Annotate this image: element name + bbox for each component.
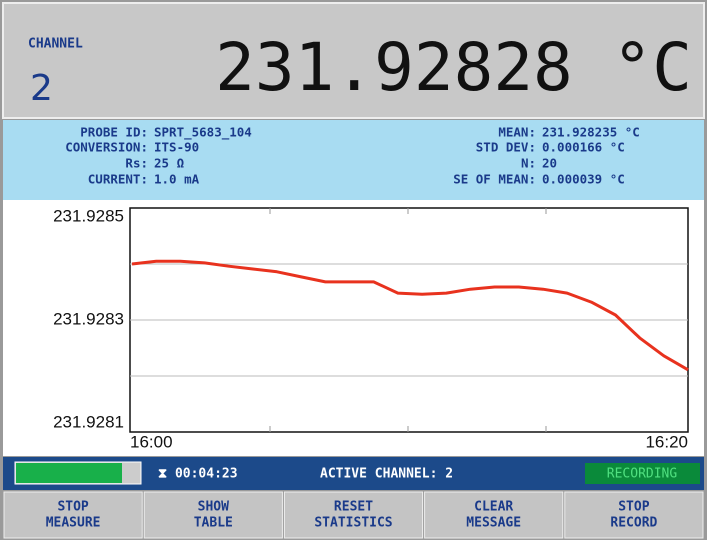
- button-label[interactable]: RECORD: [610, 516, 657, 531]
- info-panel: [3, 120, 704, 200]
- button-label[interactable]: RESET: [334, 500, 373, 515]
- reading: 231.92828 °C: [215, 29, 692, 106]
- button-label[interactable]: MEASURE: [46, 516, 101, 531]
- info-label: N:: [521, 156, 536, 171]
- button-label[interactable]: TABLE: [194, 516, 233, 531]
- button-label: MESSAGE: [466, 516, 521, 531]
- x-tick-label: 16:00: [130, 432, 173, 451]
- button-label[interactable]: STOP: [618, 500, 649, 515]
- info-label: MEAN:: [498, 125, 536, 140]
- button-label: CLEAR: [474, 500, 513, 515]
- data-line: [131, 259, 689, 372]
- y-tick-label: 231.9285: [53, 206, 124, 225]
- y-tick-label: 231.9283: [53, 309, 124, 328]
- recording-text: RECORDING: [607, 467, 678, 482]
- timer: ⧗ 00:04:23: [158, 467, 238, 482]
- info-label: Rs:: [125, 156, 148, 171]
- recording-indicator: [585, 463, 700, 484]
- progress-fill: [16, 463, 122, 483]
- info-value: 0.000166 °C: [542, 140, 625, 155]
- info-label: PROBE ID:: [80, 125, 148, 140]
- channel-number: 2: [30, 68, 53, 109]
- y-tick-label: 231.9281: [53, 412, 124, 431]
- info-label: STD DEV:: [476, 140, 536, 155]
- info-value: 231.928235 °C: [542, 125, 640, 140]
- channel-label: CHANNEL: [28, 37, 83, 52]
- info-label: CURRENT:: [88, 172, 148, 187]
- button[interactable]: [3, 491, 143, 539]
- button: [424, 491, 564, 539]
- button[interactable]: [143, 491, 283, 539]
- chart-panel: [3, 200, 704, 456]
- info-value: 20: [542, 156, 557, 171]
- button[interactable]: [283, 491, 424, 539]
- button[interactable]: [564, 491, 704, 539]
- info-label: CONVERSION:: [65, 140, 148, 155]
- button-label[interactable]: STATISTICS: [314, 516, 392, 531]
- info-value: 1.0 mA: [154, 172, 200, 187]
- active-channel: ACTIVE CHANNEL: 2: [320, 467, 453, 482]
- info-label: SE OF MEAN:: [453, 172, 536, 187]
- info-value: 25 Ω: [154, 156, 184, 171]
- button-label[interactable]: SHOW: [198, 500, 229, 515]
- button-label[interactable]: STOP: [57, 500, 88, 515]
- header-panel: [2, 2, 705, 119]
- info-value: SPRT_5683_104: [154, 125, 252, 141]
- x-tick-label: 16:20: [645, 432, 688, 451]
- info-value: ITS-90: [154, 140, 199, 155]
- info-value: 0.000039 °C: [542, 172, 625, 187]
